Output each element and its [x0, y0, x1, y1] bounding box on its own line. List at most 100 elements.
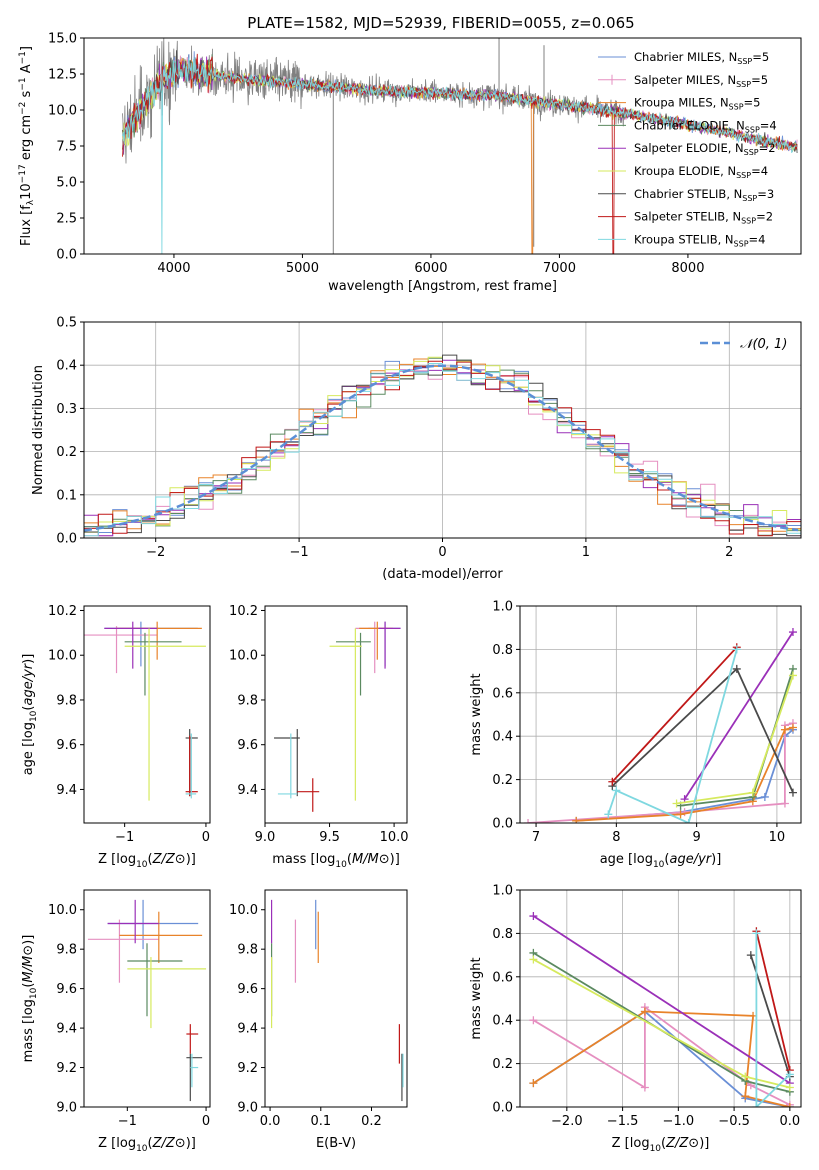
plot-area: [529, 912, 794, 1107]
plus-marker: [788, 788, 797, 797]
y-tick-label: 7.5: [56, 140, 77, 155]
legend-label: Kroupa ELODIE, NSSP=4: [634, 164, 768, 180]
model-kroupa-miles: [122, 57, 798, 254]
plot-area: [270, 899, 404, 1102]
y-tick-label: 9.6: [237, 982, 258, 997]
point-chabrier-elodie: [127, 943, 183, 1017]
x-tick-label: 9.0: [255, 830, 276, 845]
legend-label: 𝒩(0, 1): [740, 337, 787, 352]
plot-area: [274, 621, 401, 812]
y-tick-label: 15.0: [48, 32, 77, 47]
weight-line: [532, 958, 791, 1089]
panel-age_vs_Z: −1 0 9.4 9.6 9.8 10.0 10.2 Z [log10(Z/Z⊙)] age […: [21, 604, 211, 870]
y-tick-label: 10.0: [229, 649, 258, 664]
y-tick-label: 9.8: [56, 693, 77, 708]
point-kroupa-miles: [359, 621, 393, 660]
y-tick-label: 0.0: [56, 248, 77, 263]
y-tick-label: 9.2: [237, 1061, 258, 1076]
plus-marker: [612, 786, 621, 795]
point-salpeter-stelib: [186, 1024, 199, 1054]
plot-area: [84, 621, 206, 801]
axes-frame: [519, 605, 802, 824]
plus-marker: [529, 912, 538, 921]
y-tick-label: 0.0: [492, 1101, 513, 1116]
series-chabrier-stelib: [608, 664, 797, 797]
plus-marker: [529, 1079, 538, 1088]
y-tick-label: 9.6: [56, 738, 77, 753]
weight-line: [755, 930, 791, 1071]
legend-label: Chabrier ELODIE, NSSP=4: [634, 118, 777, 134]
weight-line: [532, 1005, 791, 1106]
plus-marker: [741, 1092, 750, 1101]
legend-label: Salpeter MILES, NSSP=5: [634, 73, 768, 89]
y-tick-label: 9.4: [56, 783, 77, 798]
panel-weight_vs_age: 7 8 9 10 0.0 0.2 0.4 0.6 0.8 1.0 age [log10(age/yr…: [469, 600, 802, 870]
y-tick-label: 0.6: [492, 970, 513, 985]
point-chabrier-miles: [107, 899, 199, 950]
x-tick-label: −1: [115, 830, 134, 845]
point-kroupa-elodie: [124, 628, 206, 801]
legend-label: Salpeter STELIB, NSSP=2: [634, 210, 773, 226]
y-tick-label: 2.5: [56, 212, 77, 227]
plus-marker: [524, 819, 533, 823]
axes-frame: [519, 889, 802, 1108]
plus-marker: [604, 810, 613, 819]
legend-label: Kroupa STELIB, NSSP=4: [634, 232, 765, 248]
axes-frame: [83, 889, 211, 1108]
plus-marker: [529, 1016, 538, 1025]
point-kroupa-miles: [119, 911, 203, 963]
y-tick-label: 0.2: [492, 773, 513, 788]
x-tick-label: 9.5: [319, 830, 340, 845]
y-tick-label: 0.2: [492, 1057, 513, 1072]
series-chabrier-elodie: [676, 664, 797, 810]
x-tick-label: 8000: [671, 261, 704, 276]
x-tick-label: 4000: [157, 261, 190, 276]
y-tick-label: 9.8: [237, 943, 258, 958]
plus-marker: [732, 645, 741, 654]
x-axis-label: Z [log10(Z/Z⊙)]: [98, 1136, 196, 1154]
figure-title: PLATE=1582, MJD=52939, FIBERID=0055, z=0…: [247, 14, 634, 32]
plus-marker: [760, 792, 769, 801]
plus-marker: [788, 723, 797, 732]
point-salpeter-elodie: [378, 621, 401, 669]
plus-marker: [732, 664, 741, 673]
point-chabrier-stelib: [274, 729, 300, 797]
legend-label: Kroupa MILES, NSSP=5: [634, 96, 760, 112]
plus-marker: [640, 1083, 649, 1092]
y-tick-label: 1.0: [492, 884, 513, 899]
point-salpeter-elodie: [104, 621, 158, 669]
panel-spectrum: 4000 5000 6000 7000 8000 0.0 2.5 5.0 7.5 10.0 12.5…: [18, 32, 802, 294]
series-kroupa-elodie: [672, 671, 797, 808]
legend: 𝒩(0, 1): [700, 337, 787, 352]
weight-line: [611, 646, 738, 783]
point-kroupa-elodie: [127, 957, 207, 1029]
panel-weight_vs_Z: −2.0 −1.5 −1.0 −0.5 0.0 0.0 0.2 0.4 0.6 0.8 1.0 Z […: [469, 884, 802, 1154]
weight-line: [755, 933, 791, 1107]
y-tick-label: 0.3: [56, 402, 77, 417]
x-tick-label: 7000: [543, 261, 576, 276]
y-tick-label: 10.2: [229, 604, 258, 619]
legend-label: Chabrier STELIB, NSSP=3: [634, 187, 774, 203]
series-salpeter-miles: [529, 1003, 794, 1107]
plus-marker: [608, 777, 617, 786]
plus-marker: [785, 1083, 794, 1092]
y-axis-label: Flux [fλ10−17 erg cm−2 s−1 A−1]: [18, 46, 36, 246]
legend: Chabrier MILES, NSSP=5 Salpeter MILES, NS…: [598, 50, 777, 248]
y-axis-label: Normed distribution: [31, 365, 46, 495]
y-tick-label: 10.0: [229, 903, 258, 918]
y-tick-label: 0.8: [492, 643, 513, 658]
panel-mass_vs_Z: −1 0 9.0 9.2 9.4 9.6 9.8 10.0 Z [log10(Z/Z⊙)] mas…: [21, 889, 211, 1154]
plus-marker: [529, 955, 538, 964]
panel-mass_vs_ebv: 0.0 0.1 0.2 9.0 9.2 9.4 9.6 9.8 10.0 E(B-V): [229, 889, 408, 1151]
y-tick-label: 9.0: [56, 1101, 77, 1116]
series-kroupa-miles: [529, 1007, 794, 1107]
y-axis-label: mass weight: [469, 673, 484, 755]
y-tick-label: 0.5: [56, 316, 77, 331]
y-tick-label: 9.4: [237, 783, 258, 798]
model-kroupa-stelib: [122, 57, 798, 254]
series-chabrier-elodie: [529, 948, 794, 1096]
x-tick-label: 8: [612, 830, 620, 845]
plus-marker: [680, 808, 689, 817]
x-tick-label: 0: [438, 545, 446, 560]
legend-label: Chabrier MILES, NSSP=5: [634, 50, 769, 66]
